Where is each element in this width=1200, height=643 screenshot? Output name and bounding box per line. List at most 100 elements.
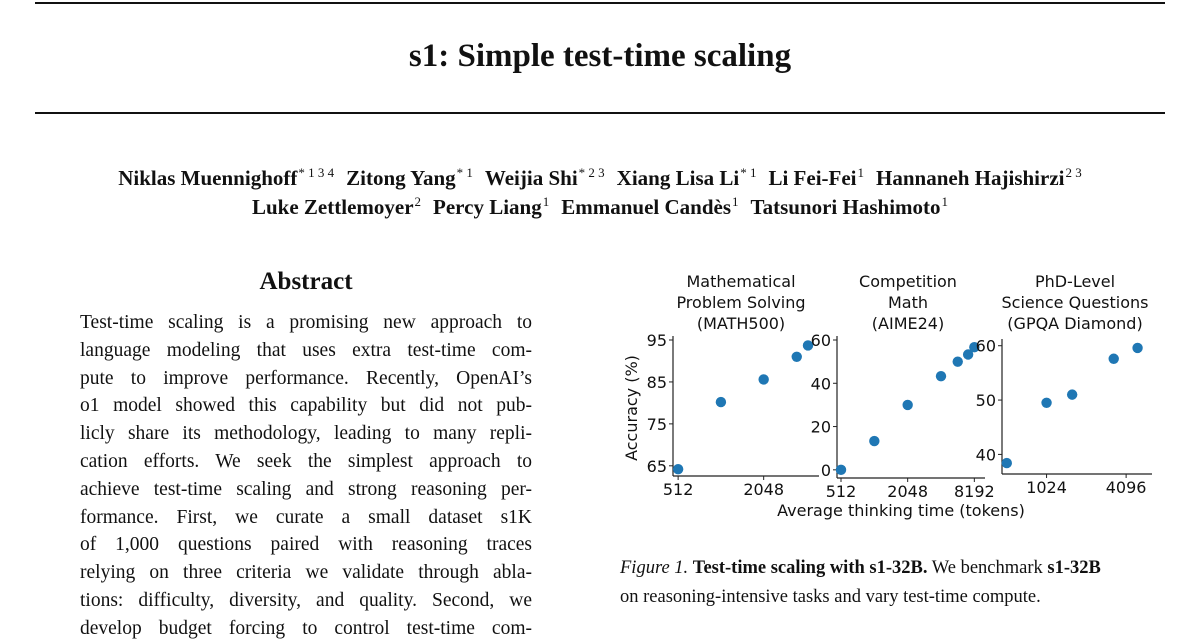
caption-text: We benchmark: [931, 558, 1043, 578]
author-affiliation-marks: 1: [732, 194, 739, 209]
caption-bold-2: s1-32B: [1047, 558, 1101, 578]
panel-title-line: Problem Solving: [676, 293, 805, 312]
y-tick-label: 95: [647, 331, 667, 350]
y-tick-label: 60: [976, 337, 996, 356]
y-tick-label: 40: [976, 445, 996, 464]
data-point: [969, 341, 980, 353]
author-affiliation-marks: * 1: [456, 165, 473, 180]
title-bottom-rule: [35, 112, 1165, 114]
abstract-line: licly share its methodology, leading to …: [80, 423, 532, 445]
author-affiliation-marks: 1: [941, 194, 949, 209]
author-affiliation-marks: * 2 3: [578, 165, 605, 180]
x-tick-label: 4096: [1106, 478, 1147, 497]
abstract-body: Test-time scaling is a promising new app…: [80, 309, 532, 643]
abstract-line: of 1,000 questions paired with reasoning…: [80, 534, 532, 556]
author-name: Percy Liang: [433, 195, 542, 219]
y-axis-label: Accuracy (%): [622, 355, 641, 461]
abstract-line: pute to improve performance. Recently, O…: [80, 367, 532, 389]
abstract-line: cation efforts. We seek the simplest app…: [80, 450, 532, 472]
paper-title: s1: Simple test-time scaling: [408, 38, 792, 74]
author-list-line-2: Luke Zettlemoyer2 Percy Liang1 Emmanuel Ca…: [0, 194, 1200, 220]
abstract-line: language modeling that uses extra test-t…: [80, 339, 532, 361]
author-name: Hannaneh Hajishirzi: [876, 166, 1065, 190]
author-name: Emmanuel Candès: [561, 195, 731, 219]
y-tick-label: 40: [811, 374, 831, 393]
author-name: Weijia Shi: [484, 166, 578, 190]
data-point: [935, 370, 947, 382]
panel-title-line: Mathematical: [686, 272, 795, 291]
authors_line1-author: Weijia Shi* 2 3: [484, 165, 605, 190]
abstract-line: o1 model showed this capability but did …: [80, 395, 532, 417]
panel-title-line: Math: [888, 293, 928, 312]
author-name: Xiang Lisa Li: [616, 166, 740, 190]
authors_line1-author: Li Fei-Fei1: [768, 165, 865, 190]
panel-title-line: (MATH500): [697, 314, 785, 333]
x-tick-label: 8192: [954, 482, 995, 501]
y-tick-label: 20: [811, 418, 831, 437]
x-tick-label: 512: [663, 480, 694, 499]
author-name: Niklas Muennighoff: [118, 166, 298, 190]
authors_line1-author: Niklas Muennighoff* 1 3 4: [118, 165, 335, 190]
author-affiliation-marks: * 1: [740, 165, 757, 180]
y-tick-label: 60: [811, 331, 831, 350]
panel-title-line: Science Questions: [1001, 293, 1148, 312]
author-affiliation-marks: * 1 3 4: [298, 165, 335, 180]
author-affiliation-marks: 1: [857, 165, 865, 180]
data-point: [962, 349, 974, 360]
author-name: Zitong Yang: [346, 166, 456, 190]
authors_line2-author: Percy Liang1: [433, 194, 550, 219]
author-affiliation-marks: 2 3: [1065, 165, 1082, 180]
data-point: [791, 351, 802, 362]
y-tick-label: 0: [821, 461, 831, 480]
data-point: [672, 463, 684, 475]
authors_line2-author: Luke Zettlemoyer2: [251, 194, 421, 219]
x-axis-label: Average thinking time (tokens): [777, 501, 1025, 520]
authors_line1-author: Hannaneh Hajishirzi2 3: [876, 165, 1082, 190]
figure-caption: Figure 1. Test-time scaling with s1-32B.…: [620, 554, 1180, 612]
author-name: Luke Zettlemoyer: [251, 195, 414, 219]
data-point: [1132, 342, 1143, 354]
data-point: [1041, 397, 1052, 408]
abstract-line: formance. First, we curate a small datas…: [80, 506, 532, 528]
data-point: [902, 399, 913, 411]
author-affiliation-marks: 1: [542, 194, 550, 209]
author-name: Tatsunori Hashimoto: [750, 195, 941, 219]
panel-title-line: (AIME24): [872, 314, 944, 333]
caption-line-2: on reasoning-intensive tasks and vary te…: [620, 587, 1041, 607]
x-tick-label: 2048: [887, 482, 928, 501]
data-point: [802, 340, 814, 351]
authors_line1-author: Xiang Lisa Li* 1: [616, 165, 757, 190]
abstract-line: Test-time scaling is a promising new app…: [80, 312, 532, 333]
data-point: [869, 435, 880, 447]
authors_line1-author: Zitong Yang* 1: [346, 165, 473, 190]
panel-title-line: PhD-Level: [1035, 272, 1115, 291]
y-tick-label: 50: [976, 391, 996, 410]
y-tick-label: 65: [647, 457, 667, 476]
abstract-line: relying on three criteria we validate th…: [80, 562, 532, 584]
data-point: [758, 374, 769, 385]
data-point: [835, 464, 847, 476]
data-point: [1001, 457, 1012, 469]
caption-label: Figure 1.: [620, 558, 689, 578]
panel-title-line: (GPQA Diamond): [1007, 314, 1142, 333]
authors_line2-author: Tatsunori Hashimoto1: [750, 194, 949, 219]
data-point: [1066, 389, 1078, 400]
abstract-line: develop budget forcing to control test-t…: [80, 617, 532, 639]
abstract-line: achieve test-time scaling and strong rea…: [80, 478, 532, 500]
data-point: [715, 396, 727, 408]
x-tick-label: 512: [826, 482, 857, 501]
data-point: [952, 356, 963, 367]
panel-title-line: Competition: [859, 272, 957, 291]
y-tick-label: 75: [647, 415, 667, 434]
abstract-line: tions: difficulty, diversity, and qualit…: [80, 589, 532, 611]
top-rule: [35, 2, 1165, 4]
y-tick-label: 85: [647, 373, 667, 392]
authors_line2-author: Emmanuel Candès1: [561, 194, 739, 219]
author-name: Li Fei-Fei: [768, 166, 857, 190]
data-point: [1108, 353, 1119, 364]
caption-bold: Test-time scaling with s1-32B.: [692, 558, 928, 578]
x-tick-label: 2048: [743, 480, 784, 499]
abstract-heading: Abstract: [259, 268, 353, 295]
x-tick-label: 1024: [1026, 478, 1067, 497]
